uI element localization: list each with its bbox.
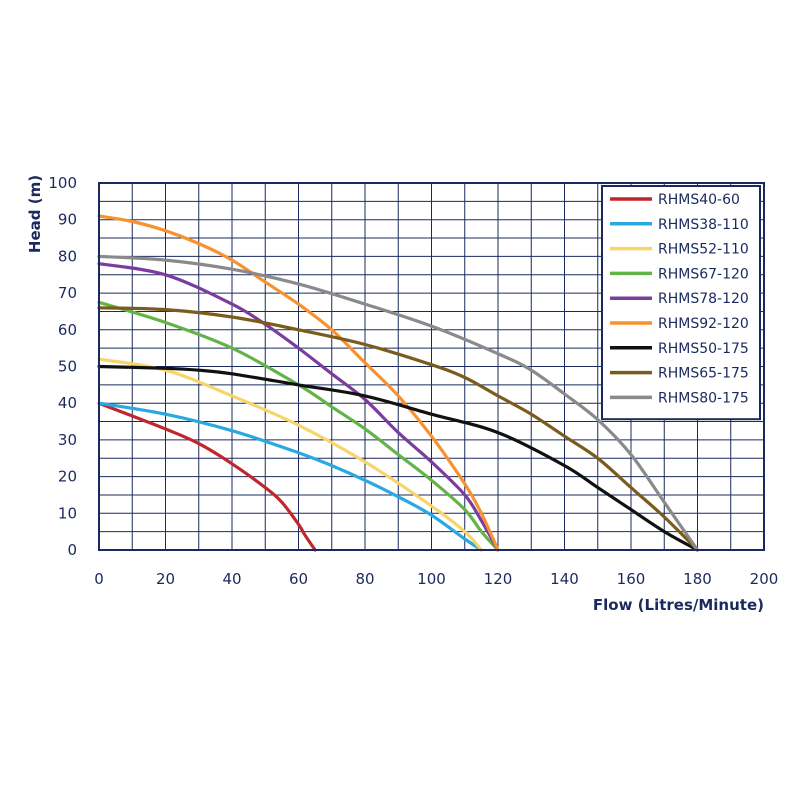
series-line-rhms38-110	[97, 401, 483, 552]
x-tick-label: 120	[484, 570, 513, 588]
series-line-rhms80-175	[97, 254, 700, 552]
legend-label: RHMS78-120	[658, 291, 749, 307]
legend-label: RHMS52-110	[658, 242, 749, 258]
y-tick-label: 60	[58, 321, 77, 339]
series-line-rhms40-60	[97, 401, 317, 552]
legend-label: RHMS50-175	[658, 341, 749, 357]
x-tick-label: 180	[683, 570, 712, 588]
legend-label: RHMS80-175	[658, 390, 749, 406]
x-tick-label: 20	[156, 570, 175, 588]
legend-label: RHMS65-175	[658, 366, 749, 382]
x-tick-label: 140	[550, 570, 579, 588]
x-tick-label: 160	[617, 570, 646, 588]
tick-layer: 0 20 40 60 80 100 120 140 160 180 200 0 10 20 30 40 50 60…	[48, 174, 778, 588]
legend-label: RHMS40-60	[658, 192, 740, 208]
y-tick-label: 50	[58, 358, 77, 376]
series-line-rhms52-110	[97, 357, 483, 552]
legend-label: RHMS92-120	[658, 316, 749, 332]
y-tick-label: 30	[58, 431, 77, 449]
y-tick-label: 40	[58, 394, 77, 412]
x-tick-label: 60	[289, 570, 308, 588]
y-tick-label: 20	[58, 468, 77, 486]
series-line-rhms92-120	[97, 214, 500, 552]
x-tick-label: 40	[222, 570, 241, 588]
y-tick-label: 80	[58, 247, 77, 265]
series-line-rhms78-120	[97, 262, 500, 552]
x-tick-label: 0	[94, 570, 104, 588]
series-line-rhms50-175	[97, 364, 700, 552]
y-tick-label: 0	[67, 541, 77, 559]
x-tick-label: 200	[750, 570, 779, 588]
y-tick-label: 90	[58, 211, 77, 229]
x-tick-label: 100	[417, 570, 446, 588]
plot-frame	[98, 182, 765, 551]
series-line-rhms67-120	[97, 300, 500, 552]
series-layer	[97, 214, 700, 552]
series-line-rhms65-175	[97, 306, 700, 552]
x-axis-title: Flow (Litres/Minute)	[593, 596, 764, 614]
legend: RHMS40-60 RHMS38-110 RHMS52-110 RHMS67-120 R…	[601, 185, 761, 421]
y-axis-title: Head (m)	[26, 175, 44, 253]
legend-label: RHMS38-110	[658, 217, 749, 233]
y-tick-label: 100	[48, 174, 77, 192]
y-tick-label: 70	[58, 284, 77, 302]
x-tick-label: 80	[355, 570, 374, 588]
legend-label: RHMS67-120	[658, 266, 749, 282]
y-tick-label: 10	[58, 504, 77, 522]
